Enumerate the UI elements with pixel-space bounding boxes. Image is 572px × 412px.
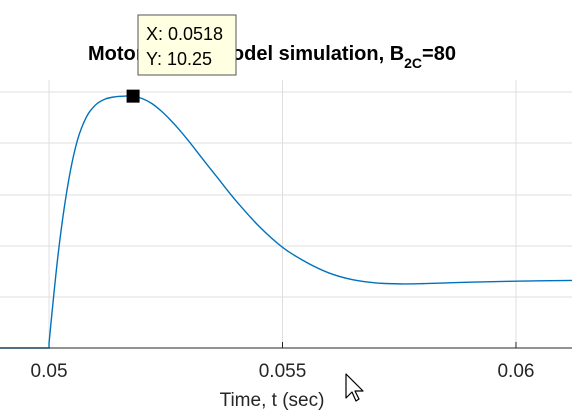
x-tick-label: 0.05 bbox=[31, 361, 68, 382]
datatip-box[interactable]: X: 0.0518 Y: 10.25 bbox=[137, 14, 237, 76]
x-axis-label: Time, t (sec) bbox=[220, 390, 325, 411]
x-tick-labels: 0.05 0.055 0.06 bbox=[31, 361, 535, 382]
x-tick-label: 0.055 bbox=[259, 361, 307, 382]
datatip-y-text: Y: 10.25 bbox=[146, 49, 212, 69]
title-subscript: 2C bbox=[404, 55, 422, 71]
series-line bbox=[0, 95, 572, 349]
title-suffix: l model simulation, B bbox=[203, 43, 404, 65]
title-tail: =80 bbox=[422, 43, 456, 65]
x-tick-label: 0.06 bbox=[497, 361, 534, 382]
datatip-x-text: X: 0.0518 bbox=[146, 24, 223, 44]
axes-area bbox=[0, 80, 572, 348]
datatip-marker[interactable] bbox=[126, 89, 140, 103]
mouse-cursor-icon bbox=[345, 373, 364, 402]
grid-lines bbox=[0, 80, 572, 348]
